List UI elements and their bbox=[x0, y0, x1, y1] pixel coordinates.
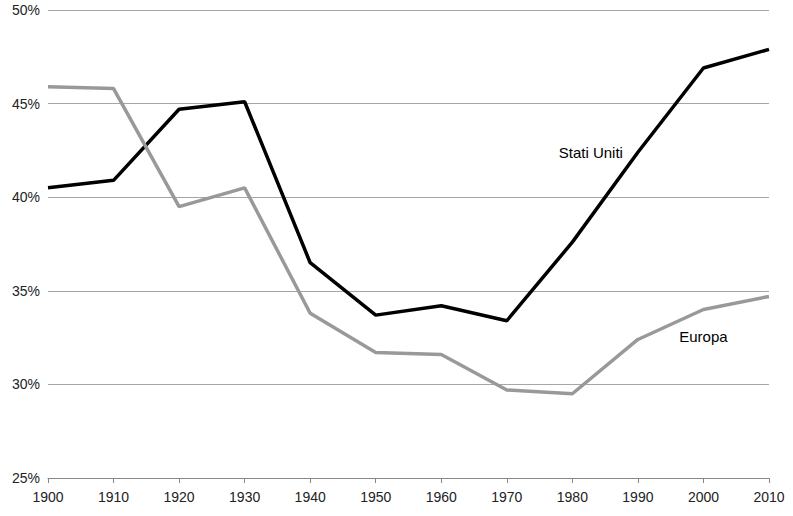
svg-text:1990: 1990 bbox=[622, 489, 653, 505]
svg-text:1930: 1930 bbox=[229, 489, 260, 505]
svg-text:1960: 1960 bbox=[426, 489, 457, 505]
svg-text:2010: 2010 bbox=[753, 489, 784, 505]
svg-text:Stati Uniti: Stati Uniti bbox=[559, 144, 623, 161]
svg-text:40%: 40% bbox=[12, 189, 40, 205]
svg-text:45%: 45% bbox=[12, 96, 40, 112]
svg-text:25%: 25% bbox=[12, 470, 40, 486]
svg-text:30%: 30% bbox=[12, 376, 40, 392]
svg-text:1940: 1940 bbox=[295, 489, 326, 505]
svg-text:2000: 2000 bbox=[688, 489, 719, 505]
svg-text:1980: 1980 bbox=[557, 489, 588, 505]
svg-text:1920: 1920 bbox=[164, 489, 195, 505]
svg-text:1950: 1950 bbox=[360, 489, 391, 505]
svg-text:35%: 35% bbox=[12, 283, 40, 299]
svg-text:1900: 1900 bbox=[32, 489, 63, 505]
svg-text:50%: 50% bbox=[12, 2, 40, 18]
svg-text:Europa: Europa bbox=[679, 328, 728, 345]
svg-text:1910: 1910 bbox=[98, 489, 129, 505]
svg-text:1970: 1970 bbox=[491, 489, 522, 505]
